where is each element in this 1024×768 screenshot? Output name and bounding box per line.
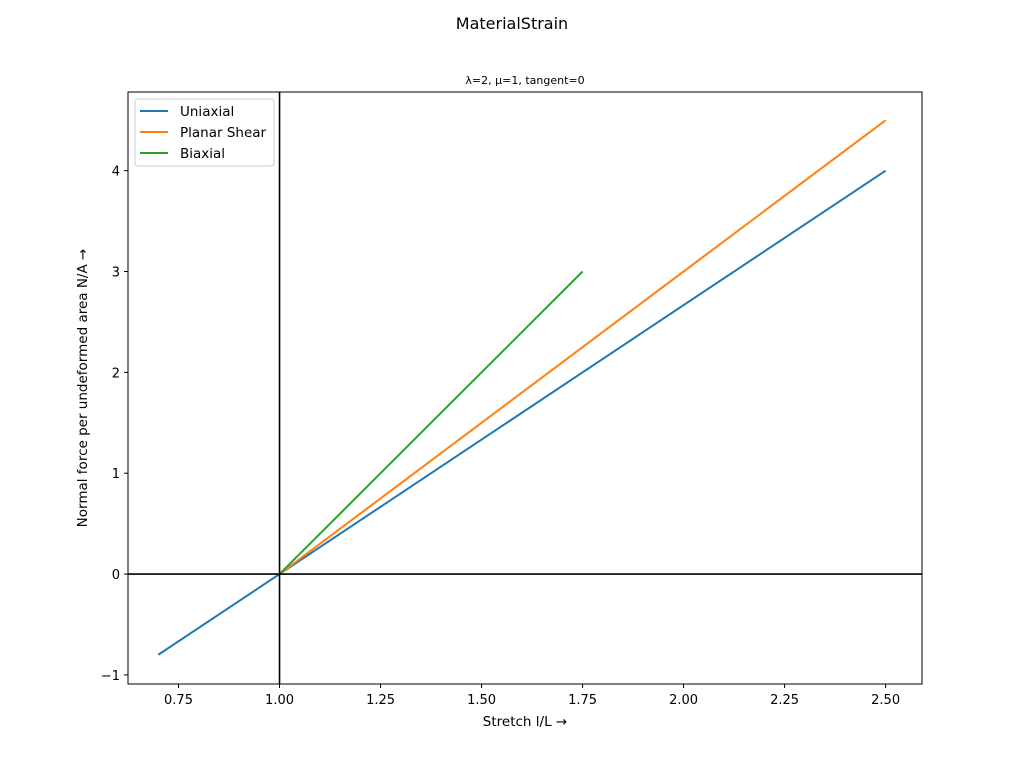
y-tick-label: −1 (101, 669, 120, 684)
x-tick-label: 1.00 (265, 693, 294, 708)
legend-label: Uniaxial (180, 104, 234, 120)
figure-title: MaterialStrain (456, 14, 568, 33)
x-axis-label: Stretch l/L → (483, 714, 567, 730)
x-tick-label: 1.50 (467, 693, 496, 708)
x-tick-label: 1.75 (568, 693, 597, 708)
x-tick-label: 2.00 (669, 693, 698, 708)
plot-area: 0.75 1.00 1.25 1.50 1.75 2.00 2.25 2.50 −1 0 1 2 3 4 (101, 91, 923, 708)
chart-title: λ=2, μ=1, tangent=0 (465, 74, 584, 87)
y-axis-ticks: −1 0 1 2 3 4 (101, 165, 128, 684)
x-tick-label: 2.50 (871, 693, 900, 708)
reference-lines (128, 92, 922, 684)
x-tick-label: 2.25 (770, 693, 799, 708)
series-line-planar-shear (278, 119, 887, 575)
legend-label: Planar Shear (180, 125, 267, 141)
y-tick-label: 1 (112, 467, 120, 482)
y-tick-label: 2 (112, 366, 120, 381)
y-tick-label: 4 (112, 165, 120, 180)
plot-frame (127, 91, 923, 685)
y-tick-label: 0 (112, 568, 120, 583)
series-line-uniaxial (157, 169, 887, 656)
legend-label: Biaxial (180, 146, 225, 162)
series-line-biaxial (278, 270, 584, 575)
x-tick-label: 1.25 (366, 693, 395, 708)
y-axis-label: Normal force per undeformed area N/A → (75, 249, 91, 528)
x-tick-label: 0.75 (164, 693, 193, 708)
y-tick-label: 3 (112, 266, 120, 281)
legend-box (134, 98, 275, 167)
legend: Uniaxial Planar Shear Biaxial (134, 98, 275, 167)
x-axis-ticks: 0.75 1.00 1.25 1.50 1.75 2.00 2.25 2.50 (164, 684, 900, 708)
